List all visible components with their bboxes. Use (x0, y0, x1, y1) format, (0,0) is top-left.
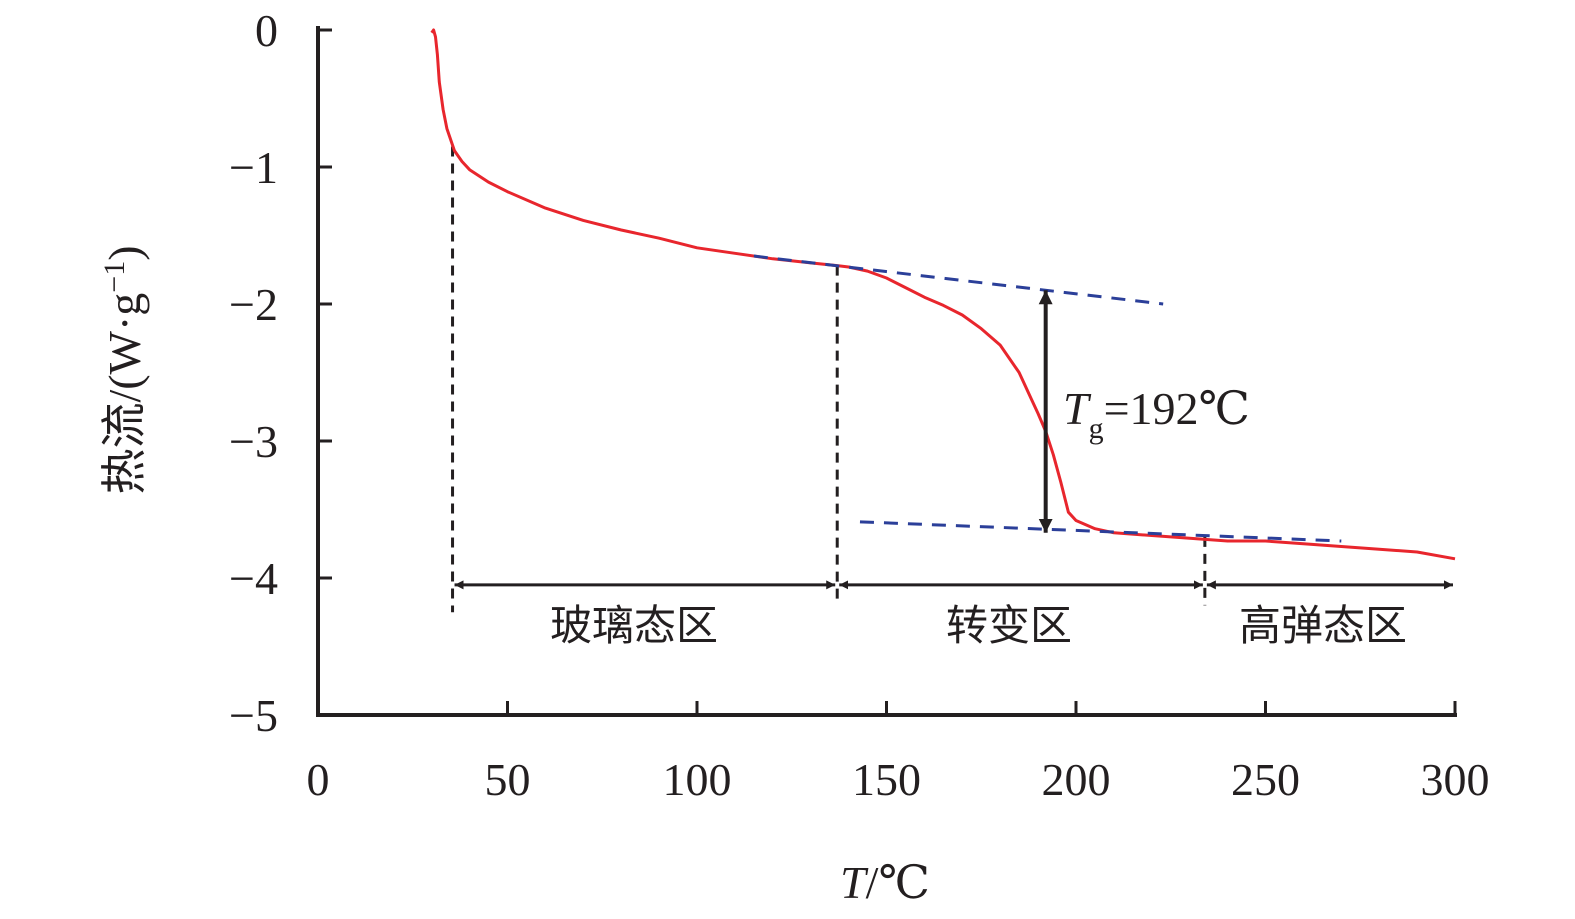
y-axis-title-prefix: 热流/(W·g (99, 293, 150, 495)
y-tick-label: −1 (229, 142, 278, 193)
x-tick-label: 250 (1231, 754, 1300, 805)
tg-value: =192℃ (1104, 383, 1250, 434)
x-tick-label: 200 (1042, 754, 1111, 805)
y-tick-label: −2 (229, 279, 278, 330)
region-label-rubbery: 高弹态区 (1239, 601, 1407, 650)
x-tick-label: 0 (307, 754, 330, 805)
y-axis-title: 热流/(W·g−1) (98, 245, 150, 494)
ticks: 0 −1 −2 −3 −4 −5 0 50 100 150 200 250 300 (229, 5, 1489, 805)
y-tick-label: −5 (229, 690, 278, 741)
x-axis-title: T/℃ (840, 857, 930, 908)
x-tick-label: 100 (663, 754, 732, 805)
x-tick-label: 50 (485, 754, 531, 805)
y-axis-title-suffix: ) (99, 245, 150, 260)
tg-annotation: Tg=192℃ (1063, 383, 1250, 445)
x-tick-label: 150 (852, 754, 921, 805)
series-layer (430, 28, 1456, 561)
x-axis-title-unit: /℃ (866, 857, 930, 908)
tg-symbol: T (1063, 383, 1092, 434)
y-tick-label: 0 (255, 5, 278, 56)
guides (451, 146, 1453, 613)
y-axis-title-sup: −1 (98, 261, 131, 293)
x-axis-title-var: T (840, 857, 869, 908)
region-label-glassy: 玻璃态区 (550, 601, 718, 650)
tg-subscript: g (1089, 412, 1104, 445)
tangent-baseline (753, 254, 1164, 306)
region-label-transition: 转变区 (946, 601, 1072, 650)
x-tick-label: 300 (1421, 754, 1490, 805)
heat-flow-line (430, 28, 1456, 561)
tangent-baseline (859, 520, 1342, 543)
y-tick-label: −4 (229, 553, 278, 604)
y-tick-label: −3 (229, 416, 278, 467)
